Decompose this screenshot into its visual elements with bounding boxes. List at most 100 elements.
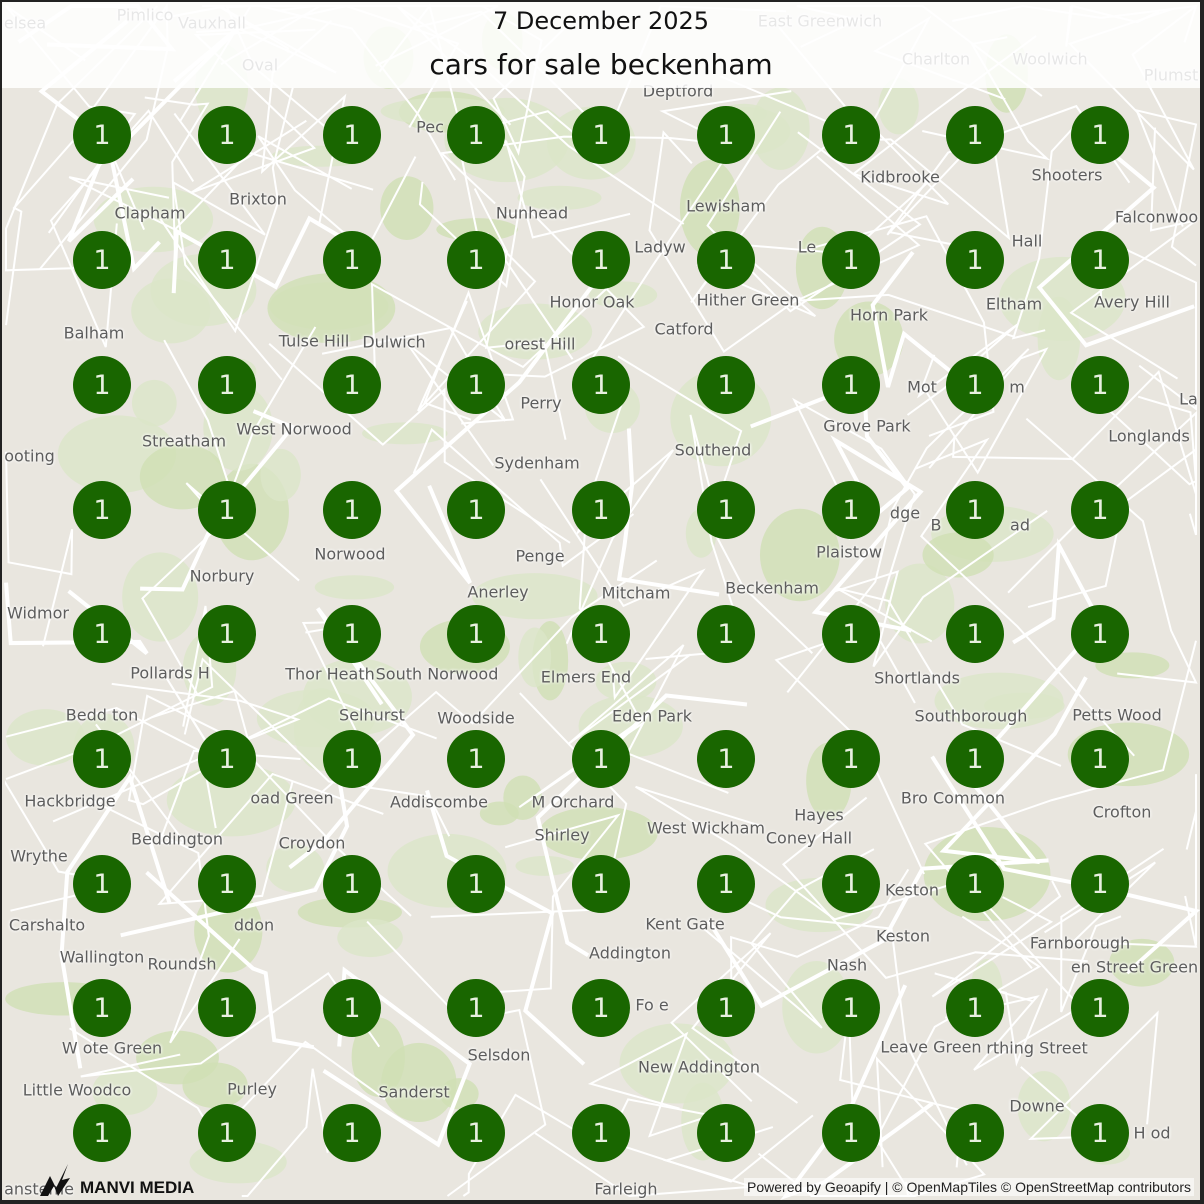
- cluster-marker[interactable]: 1: [946, 231, 1004, 289]
- cluster-marker[interactable]: 1: [73, 605, 131, 663]
- place-label: Farnborough: [1029, 933, 1131, 953]
- cluster-marker[interactable]: 1: [323, 605, 381, 663]
- cluster-marker[interactable]: 1: [323, 1104, 381, 1162]
- cluster-marker[interactable]: 1: [447, 730, 505, 788]
- cluster-marker[interactable]: 1: [822, 481, 880, 539]
- cluster-marker[interactable]: 1: [1071, 106, 1129, 164]
- cluster-marker[interactable]: 1: [697, 979, 755, 1037]
- cluster-marker[interactable]: 1: [198, 855, 256, 913]
- cluster-marker[interactable]: 1: [323, 356, 381, 414]
- cluster-marker[interactable]: 1: [822, 855, 880, 913]
- cluster-marker[interactable]: 1: [73, 481, 131, 539]
- cluster-marker[interactable]: 1: [946, 605, 1004, 663]
- place-label: Farleigh: [594, 1179, 658, 1199]
- park-area: [92, 1067, 158, 1116]
- cluster-marker[interactable]: 1: [73, 730, 131, 788]
- cluster-marker[interactable]: 1: [946, 730, 1004, 788]
- cluster-marker[interactable]: 1: [946, 356, 1004, 414]
- cluster-marker[interactable]: 1: [1071, 730, 1129, 788]
- cluster-marker[interactable]: 1: [198, 979, 256, 1037]
- cluster-marker[interactable]: 1: [822, 1104, 880, 1162]
- park-area: [194, 889, 263, 973]
- cluster-marker[interactable]: 1: [697, 231, 755, 289]
- place-label: B: [930, 515, 942, 535]
- cluster-marker[interactable]: 1: [198, 481, 256, 539]
- cluster-marker[interactable]: 1: [572, 481, 630, 539]
- cluster-marker[interactable]: 1: [697, 481, 755, 539]
- cluster-marker[interactable]: 1: [946, 106, 1004, 164]
- cluster-marker[interactable]: 1: [697, 855, 755, 913]
- place-label: Bedd ton: [65, 705, 139, 725]
- cluster-marker[interactable]: 1: [447, 231, 505, 289]
- cluster-marker[interactable]: 1: [198, 106, 256, 164]
- cluster-marker[interactable]: 1: [697, 356, 755, 414]
- cluster-marker[interactable]: 1: [73, 106, 131, 164]
- place-label: Norwood: [314, 544, 386, 564]
- cluster-marker[interactable]: 1: [946, 481, 1004, 539]
- cluster-marker[interactable]: 1: [447, 481, 505, 539]
- place-label: Fo e: [635, 995, 669, 1015]
- cluster-marker[interactable]: 1: [822, 979, 880, 1037]
- cluster-marker[interactable]: 1: [822, 106, 880, 164]
- park-area: [503, 775, 543, 820]
- cluster-marker[interactable]: 1: [572, 1104, 630, 1162]
- cluster-marker[interactable]: 1: [73, 231, 131, 289]
- place-label: Lewisham: [686, 196, 766, 216]
- cluster-marker[interactable]: 1: [1071, 605, 1129, 663]
- cluster-marker[interactable]: 1: [946, 1104, 1004, 1162]
- cluster-marker[interactable]: 1: [822, 356, 880, 414]
- cluster-marker[interactable]: 1: [447, 605, 505, 663]
- cluster-marker[interactable]: 1: [1071, 1104, 1129, 1162]
- cluster-marker[interactable]: 1: [198, 1104, 256, 1162]
- cluster-marker[interactable]: 1: [572, 605, 630, 663]
- place-label: Southend: [674, 440, 752, 460]
- cluster-marker[interactable]: 1: [946, 979, 1004, 1037]
- cluster-marker[interactable]: 1: [697, 730, 755, 788]
- cluster-marker[interactable]: 1: [447, 356, 505, 414]
- cluster-marker[interactable]: 1: [697, 605, 755, 663]
- cluster-marker[interactable]: 1: [572, 231, 630, 289]
- cluster-marker[interactable]: 1: [946, 855, 1004, 913]
- cluster-marker[interactable]: 1: [198, 356, 256, 414]
- cluster-marker[interactable]: 1: [572, 979, 630, 1037]
- place-label: Sydenham: [494, 453, 580, 473]
- cluster-marker[interactable]: 1: [1071, 979, 1129, 1037]
- cluster-marker[interactable]: 1: [1071, 356, 1129, 414]
- cluster-marker[interactable]: 1: [323, 730, 381, 788]
- cluster-marker[interactable]: 1: [572, 356, 630, 414]
- cluster-marker[interactable]: 1: [447, 979, 505, 1037]
- road: [145, 870, 315, 1050]
- cluster-marker[interactable]: 1: [323, 979, 381, 1037]
- cluster-marker[interactable]: 1: [697, 106, 755, 164]
- cluster-marker[interactable]: 1: [323, 231, 381, 289]
- road: [730, 868, 910, 1032]
- cluster-marker[interactable]: 1: [73, 979, 131, 1037]
- cluster-marker[interactable]: 1: [73, 1104, 131, 1162]
- place-label: m: [1009, 377, 1025, 397]
- cluster-marker[interactable]: 1: [323, 481, 381, 539]
- cluster-marker[interactable]: 1: [447, 1104, 505, 1162]
- cluster-marker[interactable]: 1: [323, 855, 381, 913]
- cluster-marker[interactable]: 1: [447, 855, 505, 913]
- cluster-marker[interactable]: 1: [198, 231, 256, 289]
- cluster-marker[interactable]: 1: [1071, 231, 1129, 289]
- cluster-marker[interactable]: 1: [572, 855, 630, 913]
- cluster-marker[interactable]: 1: [822, 605, 880, 663]
- cluster-marker[interactable]: 1: [198, 730, 256, 788]
- cluster-marker[interactable]: 1: [323, 106, 381, 164]
- cluster-marker[interactable]: 1: [697, 1104, 755, 1162]
- cluster-marker[interactable]: 1: [447, 106, 505, 164]
- cluster-marker[interactable]: 1: [1071, 855, 1129, 913]
- cluster-marker[interactable]: 1: [73, 855, 131, 913]
- cluster-marker[interactable]: 1: [822, 730, 880, 788]
- road: [616, 428, 720, 597]
- cluster-marker[interactable]: 1: [73, 356, 131, 414]
- cluster-marker[interactable]: 1: [198, 605, 256, 663]
- cluster-marker[interactable]: 1: [1071, 481, 1129, 539]
- cluster-marker[interactable]: 1: [822, 231, 880, 289]
- cluster-marker[interactable]: 1: [572, 730, 630, 788]
- map-attribution[interactable]: Powered by Geoapify | © OpenMapTiles © O…: [744, 1178, 1194, 1196]
- place-label: W ote Green: [61, 1038, 163, 1058]
- cluster-marker[interactable]: 1: [572, 106, 630, 164]
